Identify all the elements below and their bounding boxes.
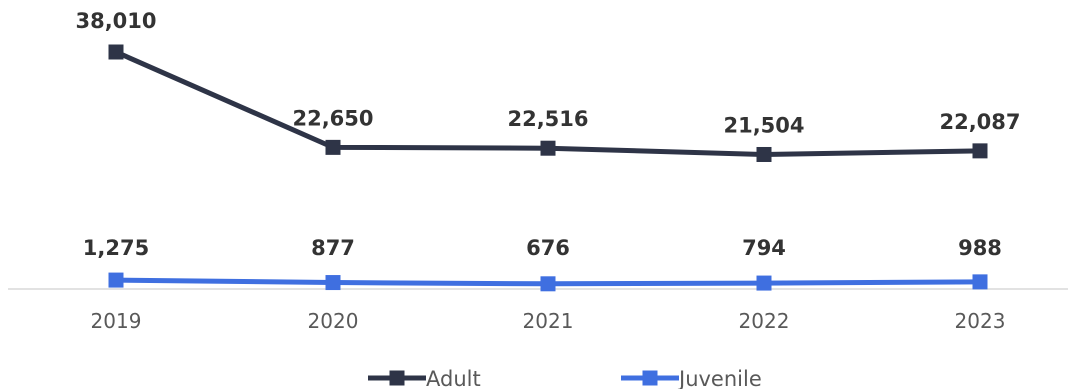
marker-adult-2021 xyxy=(540,140,556,156)
data-label-juvenile-2019: 1,275 xyxy=(83,236,149,260)
data-label-adult-2022: 21,504 xyxy=(723,113,804,137)
data-label-juvenile-2022: 794 xyxy=(742,236,786,260)
marker-juvenile-2023 xyxy=(972,274,988,290)
marker-juvenile-2019 xyxy=(108,272,124,288)
marker-juvenile-2020 xyxy=(325,275,341,291)
legend-label-adult: Adult xyxy=(426,367,481,389)
data-label-adult-2019: 38,010 xyxy=(75,9,156,33)
marker-adult-2020 xyxy=(325,139,341,155)
x-tick-label-2020: 2020 xyxy=(308,309,359,333)
x-tick-label-2023: 2023 xyxy=(955,309,1006,333)
marker-juvenile-2022 xyxy=(756,275,772,291)
data-label-juvenile-2020: 877 xyxy=(311,236,355,260)
data-label-adult-2021: 22,516 xyxy=(507,107,588,131)
legend-item-adult: Adult xyxy=(368,367,481,389)
legend-swatch-marker-juvenile xyxy=(642,370,658,386)
x-tick-label-2021: 2021 xyxy=(523,309,574,333)
x-tick-label-2022: 2022 xyxy=(739,309,790,333)
legend-item-juvenile: Juvenile xyxy=(621,367,762,389)
marker-adult-2019 xyxy=(108,44,124,60)
data-label-juvenile-2021: 676 xyxy=(526,236,570,260)
series-line-adult xyxy=(114,49,981,157)
data-label-juvenile-2023: 988 xyxy=(958,236,1002,260)
marker-adult-2022 xyxy=(756,146,772,162)
legend-label-juvenile: Juvenile xyxy=(677,367,762,389)
data-label-adult-2020: 22,650 xyxy=(292,106,373,130)
marker-adult-2023 xyxy=(972,143,988,159)
data-label-adult-2023: 22,087 xyxy=(939,110,1020,134)
legend-swatch-marker-adult xyxy=(389,370,405,386)
x-tick-label-2019: 2019 xyxy=(91,309,142,333)
marker-juvenile-2021 xyxy=(540,276,556,292)
